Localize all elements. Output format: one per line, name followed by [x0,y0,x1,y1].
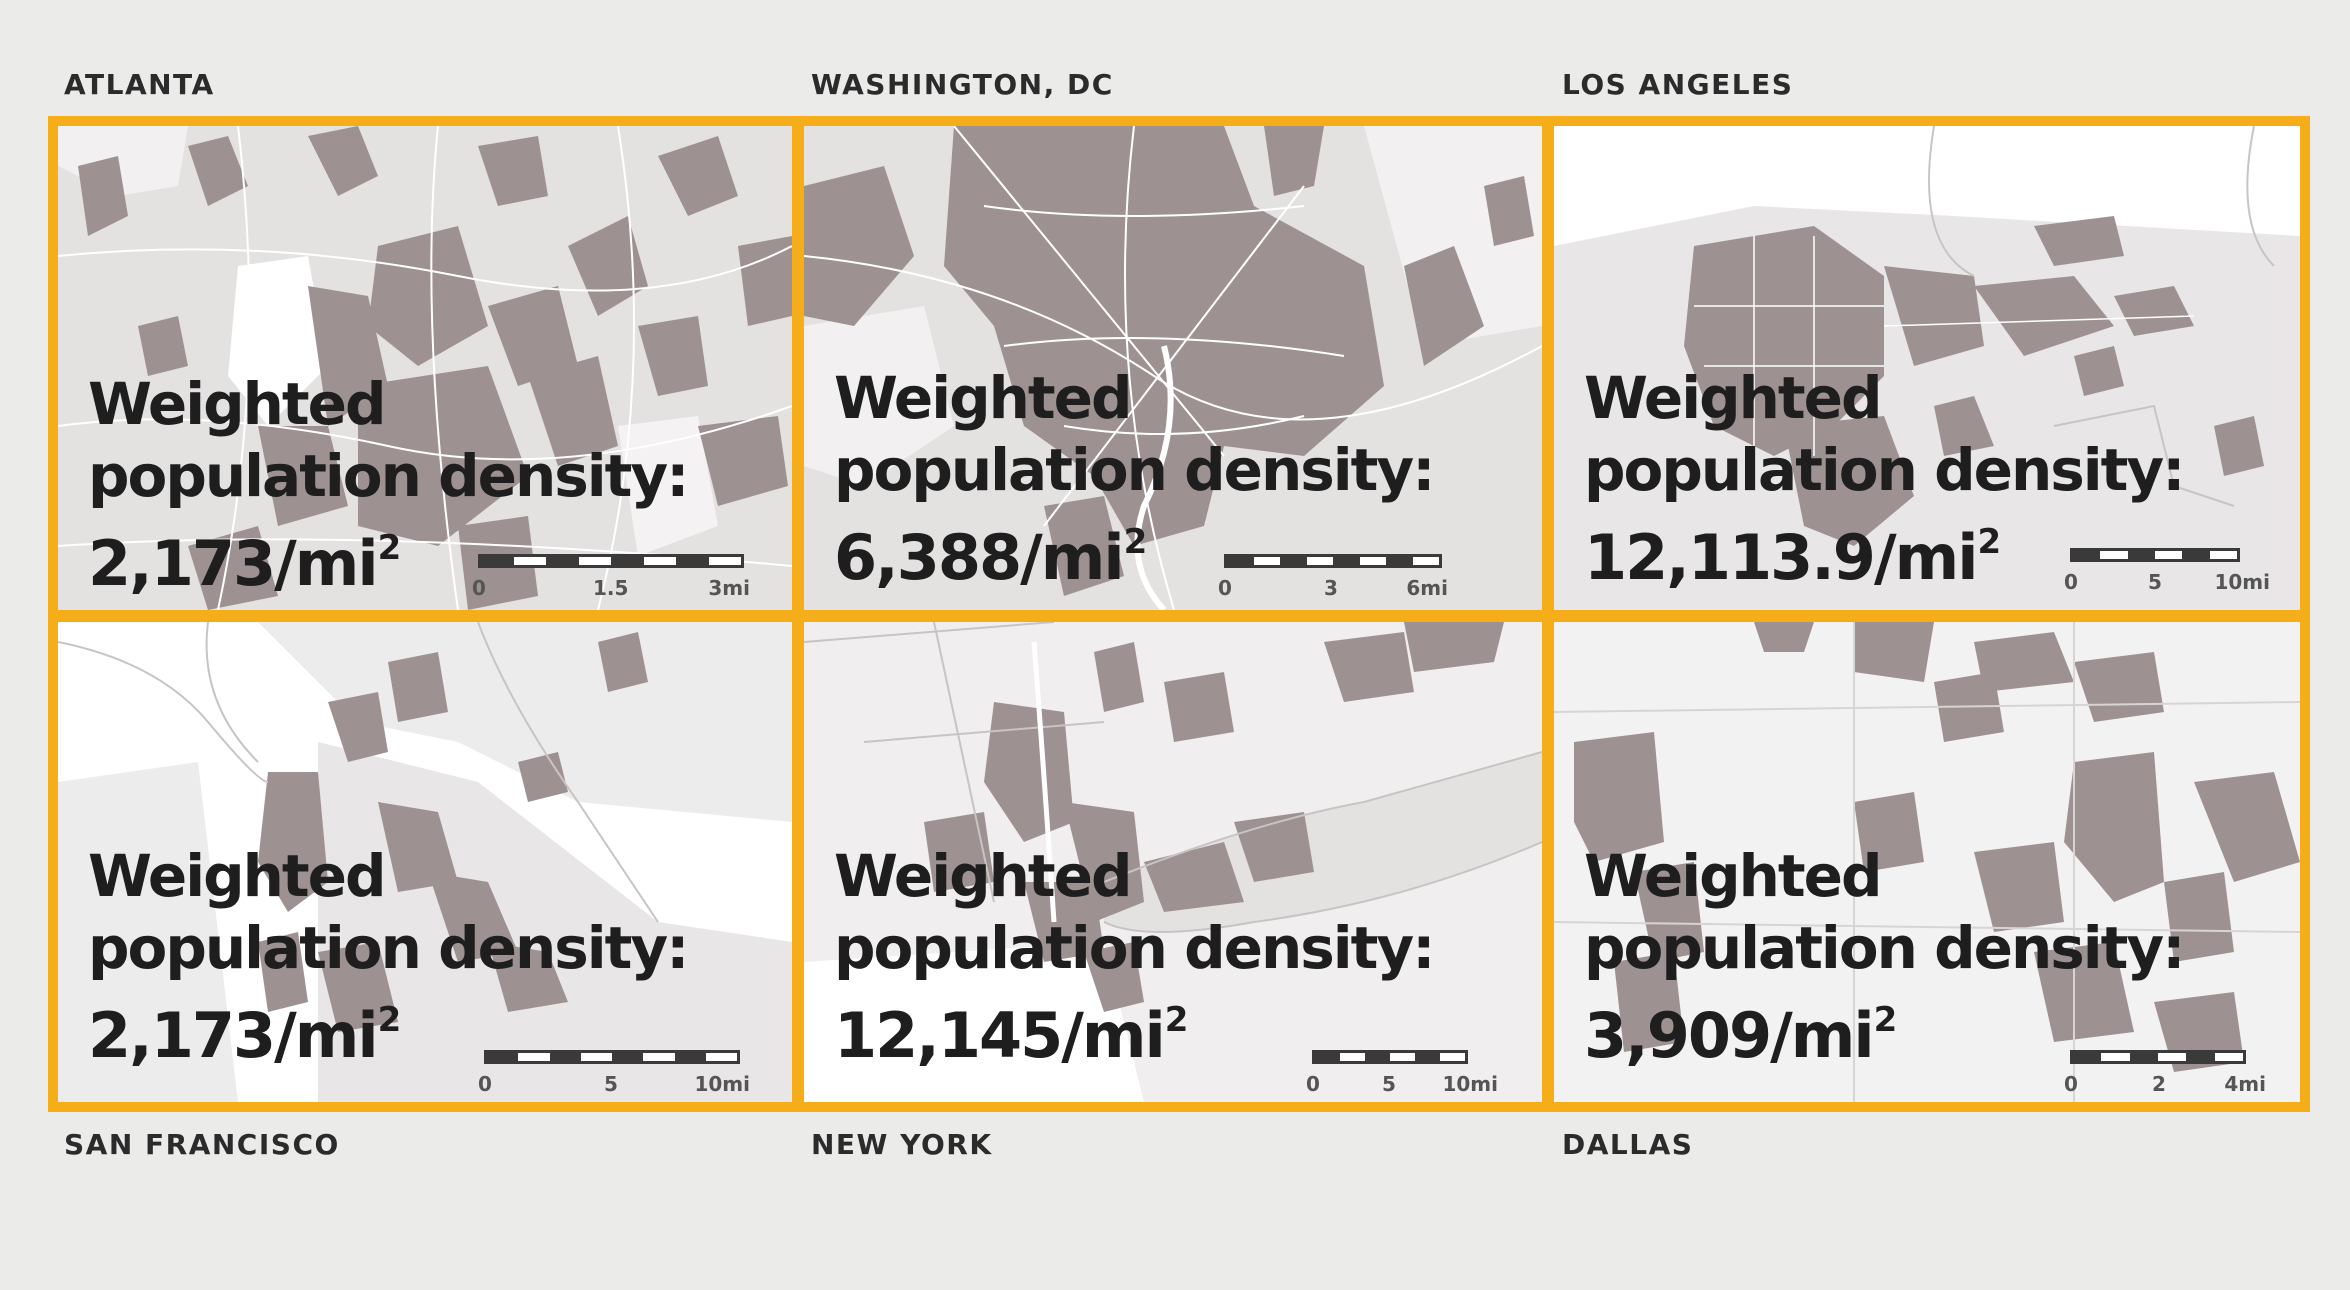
density-line1: Weighted [1584,842,1883,910]
density-text-dallas: . . Weighted population density: 3,909/m… [1584,696,2185,1072]
scale-tick-mid: 2 [2152,1072,2166,1096]
map-panel-dallas[interactable]: . . Weighted population density: 3,909/m… [1554,622,2300,1102]
density-text-los-angeles: Weighted population density: 12,113.9/mi… [1584,362,2185,594]
map-panel-washington-dc[interactable]: Weighted population density: 6,388/mi2 0… [804,126,1542,610]
scale-bar-graphic [484,1050,740,1064]
city-label-dallas: DALLAS [1562,1128,1694,1161]
scale-tick-mid: 1.5 [593,576,629,600]
scale-tick-max: 4mi [2224,1072,2266,1096]
scale-tick-0: 0 [1218,576,1232,600]
scale-bar-graphic [478,554,744,568]
scale-bar-atlanta: 0 1.5 3mi [472,554,750,606]
density-line1: Weighted [1584,364,1883,432]
scale-tick-0: 0 [478,1072,492,1096]
density-line1: Weighted [834,364,1133,432]
scale-tick-0: 0 [2064,570,2078,594]
scale-tick-mid: 5 [604,1072,618,1096]
scale-tick-max: 3mi [708,576,750,600]
map-atlanta [58,126,792,610]
scale-tick-0: 0 [1306,1072,1320,1096]
scale-bar-graphic [1224,554,1442,568]
map-washington-dc [804,126,1542,610]
density-text-new-york: . . Weighted population density: 12,145/… [834,696,1435,1072]
density-text-atlanta: Weighted population density: 2,173/mi2 [88,368,689,600]
density-line2: population density: [88,914,689,982]
scale-tick-mid: 5 [2148,570,2162,594]
scale-bar-new-york: 0 5 10mi [1306,1050,1498,1102]
scale-bar-los-angeles: 0 5 10mi [2064,548,2270,600]
city-label-washington-dc: WASHINGTON, DC [811,68,1114,101]
scale-tick-max: 10mi [1442,1072,1498,1096]
scale-tick-0: 0 [472,576,486,600]
scale-bar-dallas: 0 2 4mi [2064,1050,2266,1102]
density-line2: population density: [1584,914,2185,982]
density-line2: population density: [834,436,1435,504]
density-line2: population density: [1584,436,2185,504]
density-value: 2,173/mi2 [88,999,401,1072]
city-label-los-angeles: LOS ANGELES [1562,68,1794,101]
scale-tick-mid: 5 [1382,1072,1396,1096]
scale-tick-mid: 3 [1324,576,1338,600]
map-panel-atlanta[interactable]: Weighted population density: 2,173/mi2 0… [58,126,792,610]
scale-tick-max: 6mi [1406,576,1448,600]
density-text-san-francisco: . . Weighted population density: 2,173/m… [88,696,689,1072]
scale-bar-graphic [1312,1050,1468,1064]
scale-bar-washington-dc: 0 3 6mi [1218,554,1448,606]
density-value: 3,909/mi2 [1584,999,1897,1072]
scale-bar-graphic [2070,548,2240,562]
density-line2: population density: [834,914,1435,982]
density-value: 12,145/mi2 [834,999,1188,1072]
scale-bar-san-francisco: 0 5 10mi [478,1050,750,1102]
map-panel-los-angeles[interactable]: Weighted population density: 12,113.9/mi… [1554,126,2300,610]
scale-tick-0: 0 [2064,1072,2078,1096]
density-value: 2,173/mi2 [88,527,401,600]
density-value: 6,388/mi2 [834,521,1147,594]
map-panel-new-york[interactable]: . . Weighted population density: 12,145/… [804,622,1542,1102]
density-line1: Weighted [88,842,387,910]
map-san-francisco [58,622,792,1102]
scale-tick-max: 10mi [2214,570,2270,594]
map-los-angeles [1554,126,2300,610]
density-line1: Weighted [88,370,387,438]
map-new-york [804,622,1542,1102]
city-label-atlanta: ATLANTA [64,68,215,101]
scale-tick-max: 10mi [694,1072,750,1096]
density-text-washington-dc: Weighted population density: 6,388/mi2 [834,362,1435,594]
density-line1: Weighted [834,842,1133,910]
map-grid-frame: Weighted population density: 2,173/mi2 0… [48,116,2310,1112]
density-value: 12,113.9/mi2 [1584,521,2001,594]
map-panel-san-francisco[interactable]: . . Weighted population density: 2,173/m… [58,622,792,1102]
city-label-san-francisco: SAN FRANCISCO [64,1128,340,1161]
city-label-new-york: NEW YORK [811,1128,993,1161]
scale-bar-graphic [2070,1050,2246,1064]
map-dallas [1554,622,2300,1102]
density-line2: population density: [88,442,689,510]
